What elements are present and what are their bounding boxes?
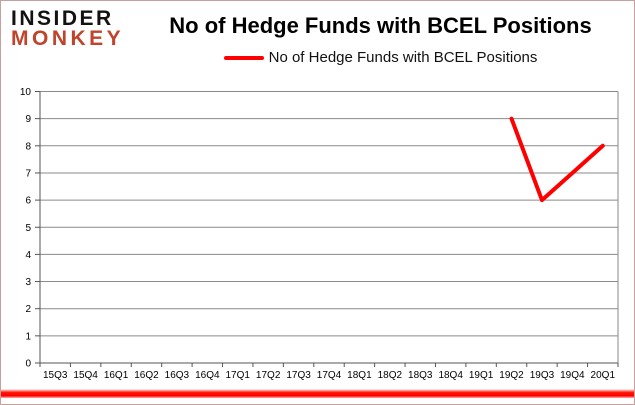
x-tick-label: 18Q2 <box>378 370 403 381</box>
x-tick-label: 15Q3 <box>43 370 68 381</box>
chart-header: INSIDER MONKEY No of Hedge Funds with BC… <box>11 7 626 91</box>
x-tick-label: 17Q2 <box>256 370 281 381</box>
y-tick-label: 8 <box>25 141 31 152</box>
x-tick-label: 16Q2 <box>134 370 159 381</box>
x-tick-label: 17Q3 <box>286 370 311 381</box>
x-tick-label: 17Q4 <box>317 370 342 381</box>
y-tick-label: 0 <box>25 359 31 370</box>
chart-title: No of Hedge Funds with BCEL Positions <box>169 13 592 38</box>
y-tick-label: 9 <box>25 114 31 125</box>
x-tick-label: 19Q4 <box>560 370 585 381</box>
x-tick-label: 18Q4 <box>438 370 463 381</box>
x-tick-label: 18Q1 <box>347 370 372 381</box>
x-tick-label: 16Q3 <box>165 370 190 381</box>
logo-word-insider: INSIDER <box>11 7 114 30</box>
header-main: No of Hedge Funds with BCEL Positions No… <box>135 7 626 91</box>
y-tick-label: 5 <box>25 223 31 234</box>
x-tick-label: 18Q3 <box>408 370 433 381</box>
x-tick-label: 20Q1 <box>591 370 616 381</box>
y-tick-label: 1 <box>25 331 31 342</box>
x-tick-label: 19Q3 <box>530 370 555 381</box>
legend-line-swatch <box>223 55 264 60</box>
x-tick-label: 17Q1 <box>226 370 251 381</box>
x-tick-label: 16Q4 <box>195 370 220 381</box>
x-tick-label: 19Q1 <box>469 370 494 381</box>
y-tick-label: 4 <box>25 250 31 261</box>
x-tick-label: 15Q4 <box>73 370 98 381</box>
y-tick-label: 7 <box>25 168 31 179</box>
y-tick-label: 6 <box>25 196 31 207</box>
y-tick-label: 3 <box>25 277 31 288</box>
insider-monkey-logo: INSIDER MONKEY <box>11 7 135 91</box>
bottom-red-bar <box>1 389 634 398</box>
legend-label: No of Hedge Funds with BCEL Positions <box>268 49 538 66</box>
chart-legend: No of Hedge Funds with BCEL Positions <box>223 49 538 66</box>
x-tick-label: 19Q2 <box>499 370 524 381</box>
logo-word-monkey: MONKEY <box>11 26 125 50</box>
series-line <box>509 116 605 203</box>
y-tick-label: 10 <box>20 87 32 98</box>
y-tick-label: 2 <box>25 304 31 315</box>
x-tick-label: 16Q1 <box>104 370 129 381</box>
